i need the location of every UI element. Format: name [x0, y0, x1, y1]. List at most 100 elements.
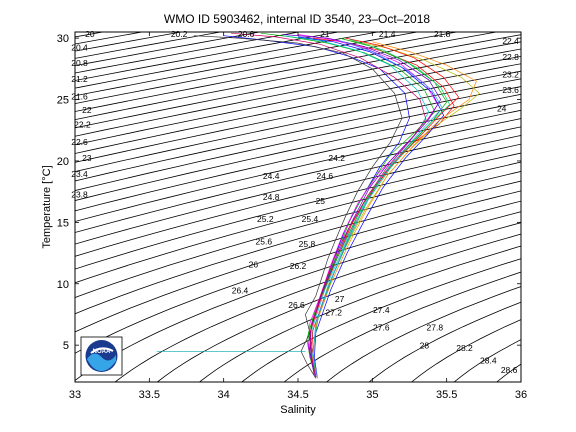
- isopycnal-line: [156, 233, 521, 382]
- profile-line-1: [260, 32, 436, 378]
- isopycnal-line: [283, 271, 521, 382]
- isopycnal-lines: [75, 32, 521, 382]
- y-tick-label: 5: [63, 340, 69, 352]
- y-tick-label: 25: [57, 95, 69, 107]
- profile-line-11: [312, 41, 477, 376]
- isopycnal-label: 27.4: [373, 305, 390, 315]
- isopycnal-label: 23.8: [71, 190, 88, 200]
- profile-line-14: [231, 32, 427, 378]
- isopycnal-label: 20: [85, 29, 95, 39]
- isopycnal-line: [368, 301, 521, 382]
- isopycnal-label: 28: [420, 341, 430, 351]
- isopycnal-line: [410, 319, 521, 382]
- isopycnal-label: 25.8: [299, 239, 316, 249]
- isopycnal-label: 23: [82, 153, 92, 163]
- isopycnal-label: 21.2: [71, 74, 88, 84]
- noaa-logo: NOAA: [80, 336, 123, 376]
- isopycnal-label: 26: [249, 260, 259, 270]
- isopycnal-label: 22: [82, 105, 92, 115]
- isopycnal-label: 28.4: [480, 355, 497, 365]
- isopycnal-label: 22.6: [71, 137, 88, 147]
- isopycnal-label: 24.2: [328, 153, 345, 163]
- isopycnal-line: [75, 171, 521, 298]
- profile-line-8: [297, 36, 445, 378]
- isopycnal-line: [75, 200, 521, 354]
- isopycnal-line: [325, 286, 521, 382]
- isopycnal-line: [75, 55, 521, 146]
- y-tick-label: 10: [57, 279, 69, 291]
- isopycnal-line: [75, 180, 521, 315]
- isopycnal-line: [75, 32, 420, 97]
- isopycnal-label: 27.6: [373, 322, 390, 332]
- x-axis-label: Salinity: [280, 404, 316, 416]
- isopycnal-line: [75, 143, 521, 257]
- isopycnal-label: 24: [497, 104, 507, 114]
- isopycnal-line: [75, 34, 521, 121]
- isopycnal-label: 23.2: [502, 69, 519, 79]
- isopycnal-label: 21: [320, 29, 330, 39]
- isopycnal-line: [75, 32, 460, 105]
- profile-line-15: [312, 40, 443, 378]
- isopycnal-line: [75, 135, 521, 245]
- isopycnal-label: 24.4: [263, 171, 280, 181]
- isopycnal-label: 27: [335, 294, 345, 304]
- isopycnal-label: 26.6: [288, 300, 305, 310]
- isopycnal-label: 21.4: [379, 29, 396, 39]
- isopycnal-label: 24.8: [263, 192, 280, 202]
- isopycnal-label: 25.2: [257, 214, 274, 224]
- y-axis-label: Temperature [°C]: [41, 165, 53, 248]
- isopycnal-line: [75, 211, 521, 381]
- isopycnal-line: [75, 109, 521, 212]
- isopycnal-label: 21.6: [71, 91, 88, 101]
- isopycnal-line: [75, 48, 521, 137]
- isopycnal-label: 27.2: [325, 307, 342, 317]
- isopycnal-label: 21.8: [434, 29, 451, 39]
- isopycnal-label: 26.2: [290, 261, 307, 271]
- isopycnal-label: 24.6: [317, 171, 334, 181]
- x-tick-label: 36: [515, 389, 527, 401]
- isopycnal-label: 25: [316, 196, 326, 206]
- isopycnal-label: 22.4: [502, 36, 519, 46]
- isopycnal-line: [75, 32, 381, 89]
- y-tick-label: 20: [57, 156, 69, 168]
- isopycnal-label: 28.6: [501, 365, 518, 375]
- isopycnal-line: [75, 41, 521, 129]
- x-axis-ticks: 33 33.5 34 34.5 35 35.5 36: [69, 32, 527, 401]
- isopycnal-label: 20.6: [238, 29, 255, 39]
- isopycnal-label: 22.2: [74, 120, 91, 130]
- chart-title: WMO ID 5903462, internal ID 3540, 23–Oct…: [164, 12, 430, 26]
- isopycnal-label: 23.4: [71, 169, 88, 179]
- x-tick-label: 33.5: [139, 389, 160, 401]
- y-axis-ticks: 5 10 15 20 25 30: [57, 33, 521, 352]
- isopycnal-line: [75, 32, 499, 112]
- x-tick-label: 34: [218, 389, 230, 401]
- isopycnal-label: 20.4: [71, 42, 88, 52]
- isopycnal-line: [75, 70, 521, 163]
- profile-series: [156, 32, 480, 379]
- isopycnal-line: [75, 78, 521, 172]
- x-tick-label: 34.5: [287, 389, 308, 401]
- y-tick-label: 30: [57, 33, 69, 45]
- profile-line-9: [308, 37, 448, 376]
- isopycnal-label: 28.2: [456, 343, 473, 353]
- x-tick-label: 35: [366, 389, 378, 401]
- isopycnal-line: [241, 258, 521, 382]
- isopycnal-label: 25.6: [256, 236, 273, 246]
- isopycnal-label: 20.8: [71, 58, 88, 68]
- y-tick-label: 15: [57, 217, 69, 229]
- isopycnal-line: [75, 152, 521, 270]
- x-tick-label: 35.5: [436, 389, 457, 401]
- isopycnal-line: [114, 222, 521, 382]
- isopycnal-label: 20.2: [171, 29, 188, 39]
- isopycnal-label: 27.8: [427, 322, 444, 332]
- isopycnal-label: 25.4: [302, 214, 319, 224]
- svg-text:NOAA: NOAA: [93, 349, 111, 355]
- isopycnal-line: [198, 245, 521, 382]
- x-tick-label: 33: [69, 389, 81, 401]
- isopycnal-labels: 20 20.2 20.6 21 21.4 21.8 22.4 22.8 23.2 23.6 24 20…: [71, 29, 519, 375]
- isopycnal-line: [75, 63, 521, 154]
- isopycnal-line: [75, 126, 521, 233]
- isopycnal-line: [75, 161, 521, 284]
- isopycnal-line: [75, 118, 521, 222]
